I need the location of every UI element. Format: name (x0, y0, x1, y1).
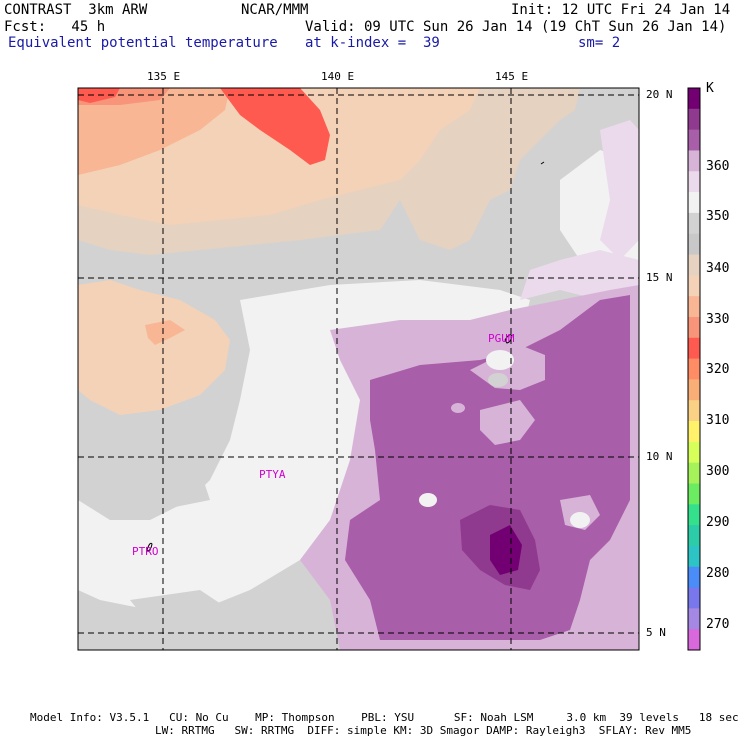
model-info-line1: Model Info: V3.5.1 CU: No Cu MP: Thompso… (30, 711, 739, 724)
valid-time: Valid: 09 UTC Sun 26 Jan 14 (19 ChT Sun … (305, 19, 727, 35)
colorbar-label: 310 (706, 413, 730, 428)
colorbar-swatch (688, 441, 700, 464)
colorbar-label: 320 (706, 362, 730, 377)
colorbar-swatch (688, 462, 700, 484)
forecast-hour: Fcst: 45 h (4, 19, 106, 35)
colorbar-label: 280 (706, 566, 730, 581)
colorbar-label: 330 (706, 312, 730, 327)
colorbar-swatch (688, 421, 700, 443)
colorbar-swatch (688, 504, 700, 526)
model-title: CONTRAST 3km ARW (4, 2, 148, 18)
init-time: Init: 12 UTC Fri 24 Jan 14 (511, 2, 731, 18)
colorbar-swatch (688, 337, 700, 360)
station-ptro: PTRO (132, 545, 159, 558)
colorbar-swatch (688, 108, 700, 131)
colorbar-swatch (688, 171, 700, 193)
colorbar-swatch (688, 525, 700, 547)
colorbar-swatch (688, 587, 700, 609)
lat-label-5n: 5 N (646, 626, 666, 639)
lat-label-15n: 15 N (646, 271, 673, 284)
colorbar-swatch (688, 358, 700, 380)
colorbar-label: 290 (706, 515, 730, 530)
lat-label-20n: 20 N (646, 88, 673, 101)
colorbar-swatch (688, 545, 700, 568)
station-pgum: PGUM (488, 332, 515, 345)
colorbar-swatch (688, 316, 700, 339)
lon-label-135: 135 E (147, 70, 181, 83)
model-info-line2: LW: RRTMG SW: RRTMG DIFF: simple KM: 3D … (155, 724, 692, 737)
lon-label-145: 145 E (495, 70, 529, 83)
colorbar-swatch (688, 483, 700, 505)
colorbar-label: 300 (706, 464, 730, 479)
colorbar-swatch (688, 629, 700, 651)
colorbar-swatch (688, 192, 700, 214)
colorbar-swatch (688, 129, 700, 151)
colorbar-swatch (688, 379, 700, 401)
colorbar-swatches (688, 88, 700, 651)
lat-label-10n: 10 N (646, 450, 673, 463)
colorbar-swatch (688, 150, 700, 172)
colorbar-swatch (688, 400, 700, 422)
theta-e-field (78, 88, 639, 650)
colorbar-swatch (688, 608, 700, 630)
field-title: Equivalent potential temperature (8, 35, 278, 51)
institution: NCAR/MMM (241, 2, 309, 18)
colorbar-swatch (688, 254, 700, 276)
colorbar-swatch (688, 275, 700, 297)
colorbar-unit: K (706, 81, 714, 96)
colorbar-swatch (688, 212, 700, 235)
colorbar-label: 270 (706, 617, 730, 632)
colorbar-label: 350 (706, 209, 730, 224)
colorbar-swatch (688, 296, 700, 318)
colorbar-label: 360 (706, 159, 730, 174)
station-ptya: PTYA (259, 468, 286, 481)
colorbar-swatch (688, 233, 700, 256)
colorbar-label: 340 (706, 261, 730, 276)
smoothing: sm= 2 (578, 35, 621, 51)
colorbar-swatch (688, 88, 700, 110)
colorbar-swatch (688, 566, 700, 589)
lon-label-140: 140 E (321, 70, 355, 83)
model-level: at k-index = 39 (305, 35, 440, 51)
